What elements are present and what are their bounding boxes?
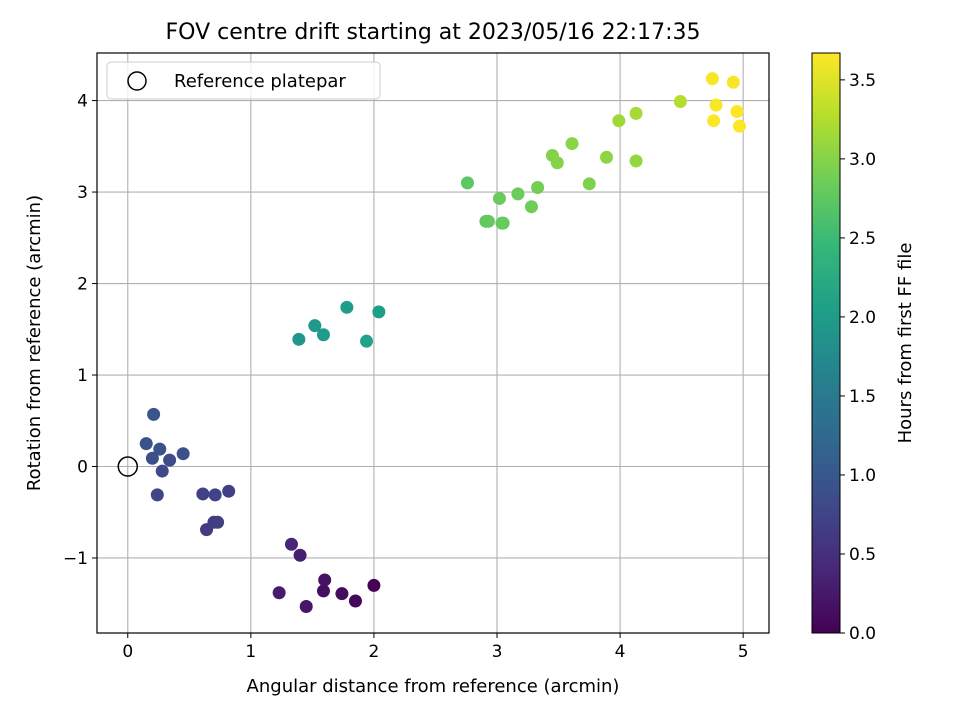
data-point bbox=[360, 334, 374, 348]
plot-frame bbox=[96, 52, 770, 634]
legend: Reference platepar bbox=[106, 61, 381, 100]
colorbar-label: Hours from first FF file bbox=[895, 243, 916, 444]
data-point bbox=[600, 150, 614, 164]
y-tick-label: 2 bbox=[77, 275, 88, 295]
data-point bbox=[318, 573, 332, 587]
x-tick-label: 1 bbox=[245, 642, 256, 662]
data-point bbox=[155, 464, 169, 478]
data-point bbox=[208, 488, 222, 502]
x-tick-label: 2 bbox=[369, 642, 380, 662]
data-point bbox=[372, 305, 386, 319]
colorbar-tick-label: 1.0 bbox=[849, 466, 876, 486]
data-point bbox=[582, 177, 596, 191]
data-point bbox=[292, 332, 306, 346]
legend-reference-marker-icon bbox=[127, 71, 147, 91]
data-point bbox=[316, 584, 330, 598]
data-points bbox=[117, 72, 746, 613]
plot-area bbox=[96, 52, 770, 634]
x-tick-label: 5 bbox=[738, 642, 749, 662]
data-point bbox=[163, 453, 177, 467]
x-tick-label: 4 bbox=[615, 642, 626, 662]
chart-title: FOV centre drift starting at 2023/05/16 … bbox=[166, 20, 701, 45]
legend-entry-reference: Reference platepar bbox=[174, 71, 346, 92]
data-point bbox=[308, 319, 322, 333]
data-point bbox=[531, 180, 545, 194]
data-point bbox=[150, 488, 164, 502]
y-axis-ticks: −1 0 1 2 3 4 bbox=[63, 92, 97, 569]
data-point bbox=[481, 214, 495, 228]
y-tick-label: 4 bbox=[77, 92, 88, 112]
data-point bbox=[460, 176, 474, 190]
colorbar-tick-label: 2.0 bbox=[849, 308, 876, 328]
colorbar-tick-label: 2.5 bbox=[849, 229, 876, 249]
data-point bbox=[673, 94, 687, 108]
y-tick-label: 3 bbox=[77, 183, 88, 203]
y-tick-label: 1 bbox=[77, 366, 88, 386]
x-axis-ticks: 0 1 2 3 4 5 bbox=[122, 633, 749, 662]
data-point bbox=[145, 451, 159, 465]
x-tick-label: 0 bbox=[122, 642, 133, 662]
data-point bbox=[153, 442, 167, 456]
data-point bbox=[524, 200, 538, 214]
colorbar-tick-label: 3.5 bbox=[849, 71, 876, 91]
data-point bbox=[335, 587, 349, 601]
data-point bbox=[222, 484, 236, 498]
data-point bbox=[705, 72, 719, 86]
data-point bbox=[565, 137, 579, 151]
data-point bbox=[629, 154, 643, 168]
data-point bbox=[139, 437, 153, 451]
colorbar-tick-label: 1.5 bbox=[849, 387, 876, 407]
data-point bbox=[299, 599, 313, 613]
data-point bbox=[316, 328, 330, 342]
data-point bbox=[211, 515, 225, 529]
data-point bbox=[367, 578, 381, 592]
data-point bbox=[284, 537, 298, 551]
colorbar-tick-label: 3.0 bbox=[849, 150, 876, 170]
colorbar-tick-label: 0.5 bbox=[849, 545, 876, 565]
colorbar-tick-label: 0.0 bbox=[849, 624, 876, 644]
data-point bbox=[293, 548, 307, 562]
x-tick-label: 3 bbox=[492, 642, 503, 662]
colorbar-ticks: 0.0 0.5 1.0 1.5 2.0 2.5 3.0 3.5 bbox=[840, 71, 876, 644]
data-point bbox=[707, 114, 721, 128]
colorbar: 0.0 0.5 1.0 1.5 2.0 2.5 3.0 3.5 Hours from firs… bbox=[811, 52, 916, 644]
data-point bbox=[511, 187, 525, 201]
data-point bbox=[196, 487, 210, 501]
data-point bbox=[348, 594, 362, 608]
data-point bbox=[340, 300, 354, 314]
data-point bbox=[492, 191, 506, 205]
y-axis-label: Rotation from reference (arcmin) bbox=[24, 195, 45, 491]
data-point bbox=[629, 106, 643, 120]
data-point bbox=[726, 75, 740, 89]
plot-background bbox=[97, 53, 769, 633]
data-point bbox=[176, 447, 190, 461]
data-point bbox=[709, 98, 723, 112]
data-point bbox=[732, 119, 746, 133]
colorbar-gradient bbox=[811, 52, 841, 634]
x-axis-label: Angular distance from reference (arcmin) bbox=[247, 676, 620, 697]
data-point bbox=[496, 216, 510, 230]
data-point bbox=[272, 586, 286, 600]
reference-platepar-point bbox=[117, 456, 139, 477]
data-point bbox=[550, 156, 564, 170]
legend-box bbox=[106, 61, 381, 100]
data-point bbox=[730, 105, 744, 119]
y-tick-label: 0 bbox=[77, 458, 88, 478]
data-point bbox=[147, 407, 161, 421]
y-tick-label: −1 bbox=[63, 549, 88, 569]
data-point bbox=[612, 114, 626, 128]
